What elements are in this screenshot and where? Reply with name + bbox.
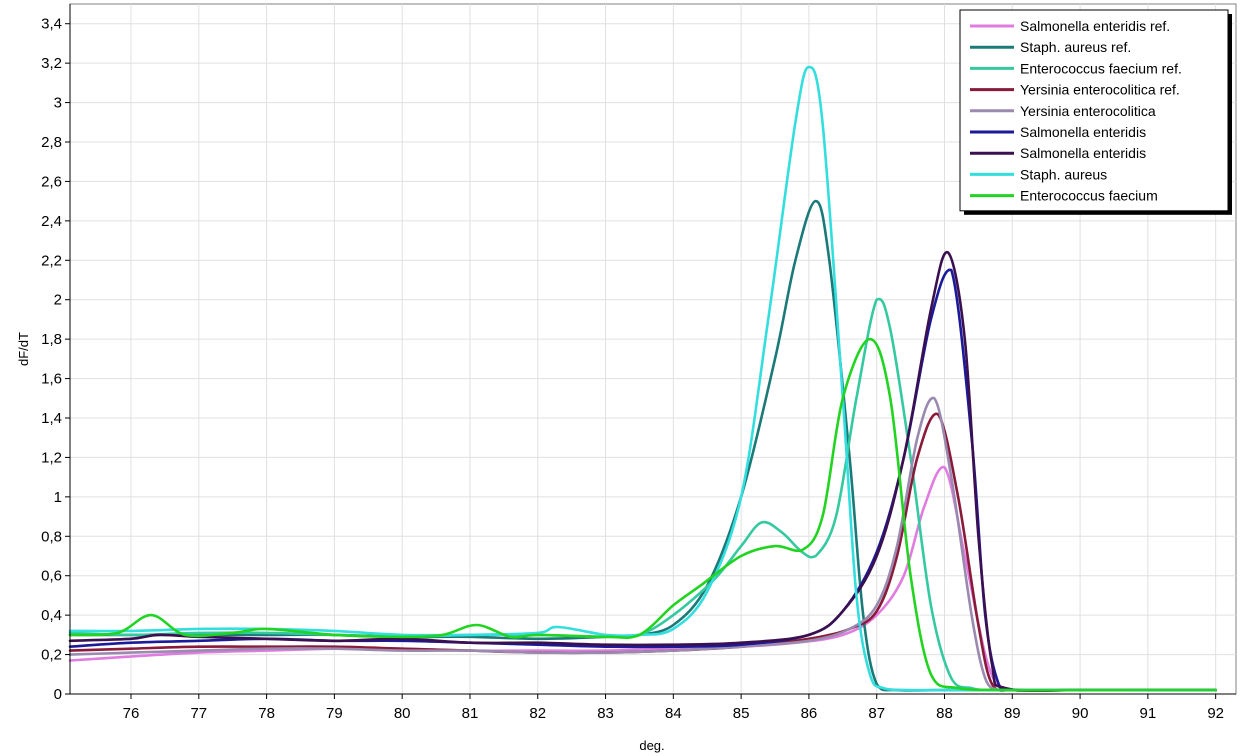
y-tick-label: 1,6 (41, 371, 62, 388)
legend-entry-label: Yersinia enterocolitica (1020, 103, 1156, 119)
x-tick-label: 78 (258, 705, 275, 722)
x-tick-label: 89 (1004, 705, 1021, 722)
x-tick-label: 82 (529, 705, 546, 722)
x-tick-label: 80 (394, 705, 411, 722)
legend-entry-label: Salmonella enteridis (1020, 124, 1146, 140)
legend: Salmonella enteridis ref. Staph. aureus r… (959, 9, 1232, 215)
y-tick-label: 0,2 (41, 647, 62, 664)
y-tick-label: 2,4 (41, 213, 62, 230)
x-tick-label: 90 (1072, 705, 1089, 722)
x-tick-label: 77 (190, 705, 207, 722)
legend-entry-label: Enterococcus faecium ref. (1020, 60, 1182, 76)
y-tick-label: 1,2 (41, 449, 62, 466)
x-tick-label: 91 (1140, 705, 1157, 722)
x-tick-label: 88 (936, 705, 953, 722)
x-tick-label: 92 (1207, 705, 1224, 722)
x-tick-label: 85 (733, 705, 750, 722)
y-tick-label: 2,2 (41, 252, 62, 269)
legend-entry-label: Enterococcus faecium (1020, 188, 1158, 204)
x-tick-label: 76 (123, 705, 140, 722)
legend-entry-label: Salmonella enteridis (1020, 145, 1146, 161)
y-tick-label: 0 (54, 686, 62, 703)
y-tick-label: 2,6 (41, 173, 62, 190)
legend-entry-label: Staph. aureus ref. (1020, 39, 1131, 55)
y-tick-label: 0,8 (41, 528, 62, 545)
series-line-7 (68, 251, 1217, 692)
x-tick-label: 79 (326, 705, 343, 722)
y-tick-label: 3,2 (41, 55, 62, 72)
x-tick-label: 87 (868, 705, 885, 722)
y-tick-label: 2 (54, 292, 62, 309)
legend-entry-label: Salmonella enteridis ref. (1020, 18, 1170, 34)
x-tick-label: 84 (665, 705, 682, 722)
x-axis-title: deg. (639, 738, 664, 753)
x-tick-label: 83 (597, 705, 614, 722)
legend-entry-label: Yersinia enterocolitica ref. (1020, 82, 1180, 98)
y-tick-label: 0,4 (41, 607, 62, 624)
y-tick-label: 1,8 (41, 331, 62, 348)
series-lines (68, 65, 1217, 693)
y-tick-label: 1 (54, 489, 62, 506)
y-tick-label: 1,4 (41, 410, 62, 427)
y-tick-label: 3 (54, 95, 62, 112)
y-tick-label: 2,8 (41, 134, 62, 151)
x-tick-label: 81 (462, 705, 479, 722)
axes: 76 77 78 79 80 81 82 83 84 85 86 87 88 89 90 91 92 0 0,2 0,… (41, 4, 1236, 722)
y-tick-label: 3,4 (41, 16, 62, 33)
gridlines (70, 4, 1236, 695)
series-line-8 (68, 65, 1217, 692)
x-tick-label: 86 (801, 705, 818, 722)
legend-entry-label: Staph. aureus (1020, 166, 1107, 182)
y-axis-title: dF/dT (16, 332, 31, 366)
series-line-9 (68, 337, 1217, 692)
y-tick-label: 0,6 (41, 568, 62, 585)
